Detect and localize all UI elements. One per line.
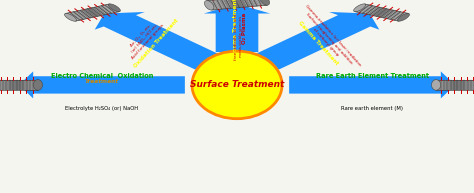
- Text: Rare earth element (M): Rare earth element (M): [341, 106, 403, 111]
- Polygon shape: [455, 80, 457, 90]
- Polygon shape: [358, 5, 371, 13]
- Text: Electrolyte H₂SO₄ (or) NaOH: Electrolyte H₂SO₄ (or) NaOH: [65, 106, 138, 111]
- Text: Treatment: Treatment: [85, 79, 119, 84]
- Polygon shape: [386, 11, 399, 19]
- Polygon shape: [10, 80, 14, 90]
- Polygon shape: [81, 9, 94, 18]
- Text: Gamma Treatment: Gamma Treatment: [298, 21, 339, 66]
- Ellipse shape: [354, 4, 365, 12]
- Polygon shape: [8, 80, 10, 90]
- Polygon shape: [215, 0, 224, 9]
- Polygon shape: [32, 80, 35, 90]
- Polygon shape: [210, 0, 219, 10]
- Polygon shape: [19, 80, 23, 90]
- Polygon shape: [243, 0, 251, 7]
- Polygon shape: [466, 80, 470, 90]
- Polygon shape: [470, 80, 473, 90]
- Ellipse shape: [64, 13, 76, 21]
- Polygon shape: [395, 13, 409, 21]
- Polygon shape: [380, 9, 393, 18]
- Ellipse shape: [431, 80, 441, 90]
- Polygon shape: [29, 80, 32, 90]
- Polygon shape: [17, 80, 19, 90]
- Polygon shape: [1, 80, 4, 90]
- Polygon shape: [451, 80, 455, 90]
- Text: free radicals, ions, and
meta-stable species: free radicals, ions, and meta-stable spe…: [234, 14, 243, 60]
- Polygon shape: [14, 80, 17, 90]
- Text: O₂ Plasma: O₂ Plasma: [242, 12, 246, 44]
- Polygon shape: [250, 0, 259, 6]
- FancyArrow shape: [247, 12, 379, 69]
- Polygon shape: [100, 5, 113, 14]
- Polygon shape: [246, 0, 255, 7]
- Polygon shape: [370, 7, 383, 16]
- Polygon shape: [35, 80, 38, 90]
- Polygon shape: [23, 80, 26, 90]
- Polygon shape: [65, 13, 79, 21]
- Polygon shape: [442, 80, 445, 90]
- Polygon shape: [97, 6, 110, 14]
- Ellipse shape: [204, 1, 214, 10]
- FancyArrow shape: [289, 71, 455, 98]
- Polygon shape: [383, 10, 396, 18]
- Polygon shape: [84, 9, 98, 17]
- Text: Oxidation Treatment: Oxidation Treatment: [133, 18, 180, 69]
- Ellipse shape: [260, 0, 270, 5]
- Polygon shape: [436, 80, 439, 90]
- Polygon shape: [91, 7, 104, 16]
- Polygon shape: [448, 80, 451, 90]
- Polygon shape: [439, 80, 442, 90]
- Text: Gamma-irradiation (or) laser irradiation
Surface roughening and addition
of carb: Gamma-irradiation (or) laser irradiation…: [297, 4, 362, 73]
- Polygon shape: [464, 80, 466, 90]
- Ellipse shape: [192, 51, 282, 119]
- Polygon shape: [69, 12, 82, 20]
- Polygon shape: [207, 0, 216, 10]
- Text: Plasma Treatment: Plasma Treatment: [233, 0, 238, 58]
- Polygon shape: [355, 4, 368, 12]
- Polygon shape: [376, 9, 390, 17]
- Polygon shape: [219, 0, 228, 9]
- Polygon shape: [392, 12, 405, 20]
- Polygon shape: [103, 5, 116, 13]
- Text: Surface Treatment: Surface Treatment: [190, 80, 284, 89]
- Ellipse shape: [33, 80, 43, 90]
- Polygon shape: [460, 80, 464, 90]
- Polygon shape: [255, 0, 264, 6]
- Polygon shape: [94, 7, 107, 15]
- Polygon shape: [72, 11, 85, 20]
- Polygon shape: [75, 11, 88, 19]
- Polygon shape: [258, 0, 267, 6]
- FancyArrow shape: [19, 71, 185, 98]
- Polygon shape: [367, 7, 380, 15]
- Polygon shape: [374, 8, 387, 16]
- Polygon shape: [230, 0, 239, 8]
- Text: Electro Chemical  Oxidation: Electro Chemical Oxidation: [51, 73, 153, 79]
- Polygon shape: [445, 80, 448, 90]
- Polygon shape: [223, 0, 231, 9]
- Ellipse shape: [109, 4, 120, 12]
- Text: Air, O₂, O₃ etc.
(or) HNO₃, HCl etc.
Acid functional groups: Air, O₂, O₃ etc. (or) HNO₃, HCl etc. Aci…: [124, 17, 165, 60]
- FancyArrow shape: [204, 4, 270, 52]
- Polygon shape: [364, 6, 377, 14]
- Text: Rare Earth Element Treatment: Rare Earth Element Treatment: [316, 73, 428, 79]
- Polygon shape: [235, 0, 244, 8]
- Polygon shape: [361, 5, 374, 14]
- Polygon shape: [106, 4, 119, 12]
- Polygon shape: [4, 80, 8, 90]
- Polygon shape: [389, 11, 402, 20]
- Ellipse shape: [398, 13, 410, 21]
- Polygon shape: [26, 80, 29, 90]
- Polygon shape: [227, 0, 236, 8]
- Polygon shape: [238, 0, 247, 7]
- Polygon shape: [473, 80, 474, 90]
- FancyArrow shape: [95, 12, 227, 69]
- Polygon shape: [87, 8, 100, 16]
- Polygon shape: [78, 10, 91, 18]
- Polygon shape: [0, 80, 1, 90]
- Polygon shape: [457, 80, 460, 90]
